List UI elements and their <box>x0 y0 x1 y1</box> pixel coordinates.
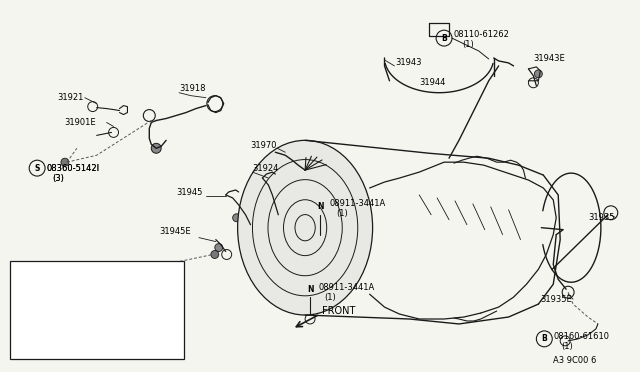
Text: 31921: 31921 <box>57 93 83 102</box>
Text: 08911-3441A: 08911-3441A <box>318 283 374 292</box>
Text: A3 9C00 6: A3 9C00 6 <box>553 356 596 365</box>
Text: N: N <box>307 285 314 294</box>
Circle shape <box>109 128 118 137</box>
Circle shape <box>13 282 25 294</box>
Circle shape <box>111 264 127 280</box>
Circle shape <box>113 322 125 334</box>
Circle shape <box>129 294 140 306</box>
Text: S: S <box>117 268 122 277</box>
Circle shape <box>436 30 452 46</box>
Circle shape <box>145 291 153 299</box>
Text: (1): (1) <box>336 209 348 218</box>
Circle shape <box>61 158 69 166</box>
Circle shape <box>313 153 321 161</box>
Circle shape <box>312 199 328 215</box>
Text: (3): (3) <box>52 174 64 183</box>
Text: 31945E: 31945E <box>159 227 191 236</box>
Text: 31945: 31945 <box>176 189 202 198</box>
Circle shape <box>342 277 352 287</box>
Circle shape <box>258 277 268 287</box>
Text: S: S <box>117 268 122 277</box>
Text: 31918F: 31918F <box>40 307 72 315</box>
Circle shape <box>529 78 538 88</box>
Circle shape <box>305 314 315 324</box>
Circle shape <box>275 212 286 224</box>
Text: 31935: 31935 <box>588 213 614 222</box>
Bar <box>10 262 184 359</box>
Text: S: S <box>35 164 40 173</box>
Text: (3): (3) <box>52 174 64 183</box>
Text: 31944: 31944 <box>419 78 445 87</box>
Text: 31918: 31918 <box>179 84 205 93</box>
Circle shape <box>207 96 223 112</box>
Circle shape <box>604 206 618 220</box>
Circle shape <box>141 287 157 303</box>
Text: 31901E: 31901E <box>64 118 95 127</box>
Text: 08360-61212: 08360-61212 <box>129 268 184 277</box>
Circle shape <box>29 160 45 176</box>
Circle shape <box>111 264 127 280</box>
Circle shape <box>536 331 552 347</box>
Text: 31935E: 31935E <box>540 295 572 304</box>
Text: (1): (1) <box>462 39 474 49</box>
Circle shape <box>562 286 574 298</box>
Text: 31943E: 31943E <box>533 54 565 64</box>
Circle shape <box>215 244 223 251</box>
Text: 08110-61262: 08110-61262 <box>454 30 510 39</box>
Circle shape <box>233 214 241 222</box>
Text: B: B <box>541 334 547 343</box>
Circle shape <box>302 281 318 297</box>
Text: 31918G: 31918G <box>20 277 53 286</box>
Circle shape <box>211 250 219 259</box>
Circle shape <box>143 110 156 122</box>
Ellipse shape <box>237 140 372 315</box>
Text: 08360-5142I: 08360-5142I <box>46 164 99 173</box>
Circle shape <box>13 310 25 322</box>
Circle shape <box>534 70 542 78</box>
Circle shape <box>246 222 259 234</box>
Circle shape <box>151 143 161 153</box>
Text: 08360-5142I: 08360-5142I <box>46 164 99 173</box>
Circle shape <box>258 169 268 178</box>
Text: 08911-3441A: 08911-3441A <box>330 199 386 208</box>
Text: B: B <box>441 33 447 43</box>
Circle shape <box>560 336 570 346</box>
Text: 31905: 31905 <box>145 280 171 289</box>
Text: 31943: 31943 <box>396 58 422 67</box>
Circle shape <box>302 154 310 161</box>
Text: (1): (1) <box>561 342 573 351</box>
Text: (1): (1) <box>134 278 146 287</box>
Circle shape <box>315 235 325 244</box>
Circle shape <box>307 152 316 160</box>
Text: (1): (1) <box>324 293 336 302</box>
Circle shape <box>342 169 352 178</box>
Text: 31970: 31970 <box>250 141 277 150</box>
Text: FRONT: FRONT <box>322 306 355 316</box>
Circle shape <box>322 161 330 169</box>
Text: 08160-61610: 08160-61610 <box>553 332 609 341</box>
Text: 31924: 31924 <box>253 164 279 173</box>
Circle shape <box>88 102 98 112</box>
Circle shape <box>221 250 232 259</box>
Circle shape <box>318 156 326 164</box>
Text: N: N <box>317 202 323 211</box>
